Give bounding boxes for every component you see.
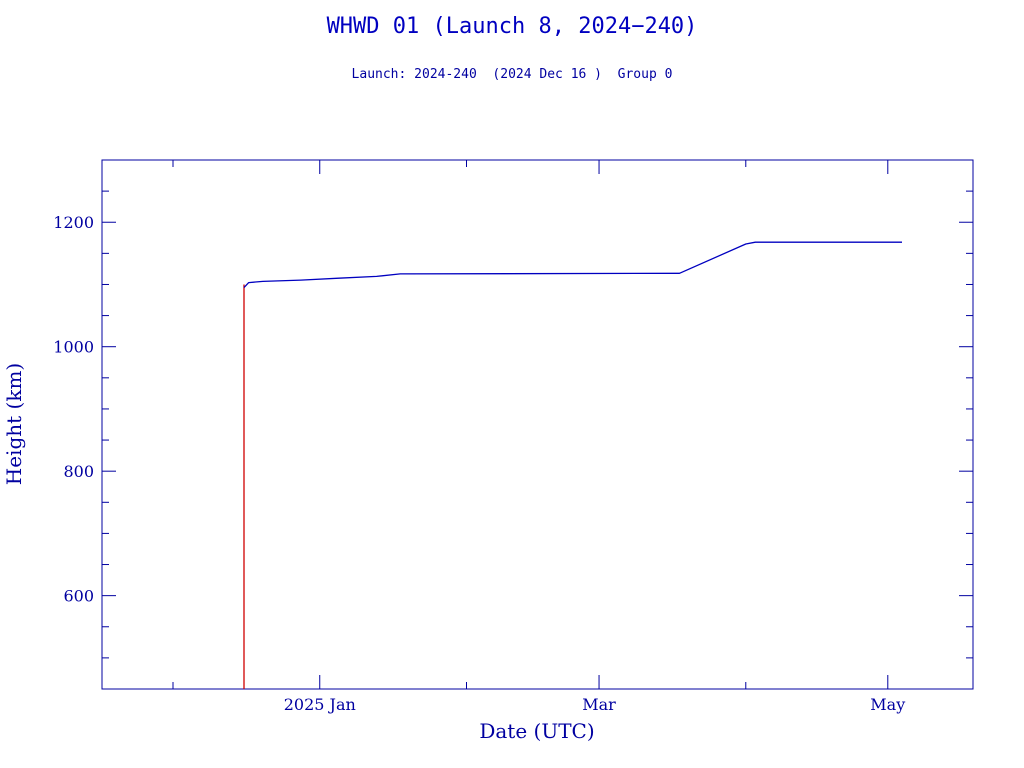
y-tick-label: 600 xyxy=(63,587,94,606)
y-tick-label: 1200 xyxy=(53,213,94,232)
series-line-1 xyxy=(243,241,902,289)
chart-title: WHWD 01 (Launch 8, 2024−240) xyxy=(326,14,698,39)
y-axis-title: Height (km) xyxy=(2,363,26,485)
plot-frame xyxy=(101,159,974,690)
axis-ticks xyxy=(102,159,973,690)
x-axis-title: Date (UTC) xyxy=(479,719,594,743)
x-tick-label: Mar xyxy=(582,695,616,714)
y-tick-label: 800 xyxy=(63,462,94,481)
chart-subtitle: Launch: 2024-240 (2024 Dec 16 ) Group 0 xyxy=(351,67,673,82)
tick-labels: 600 800 1000 1200 2025 Jan Mar May xyxy=(53,213,905,714)
y-tick-label: 1000 xyxy=(53,338,94,357)
series-layer xyxy=(243,241,902,689)
x-tick-label: May xyxy=(870,695,905,714)
x-tick-label: 2025 Jan xyxy=(284,695,356,714)
